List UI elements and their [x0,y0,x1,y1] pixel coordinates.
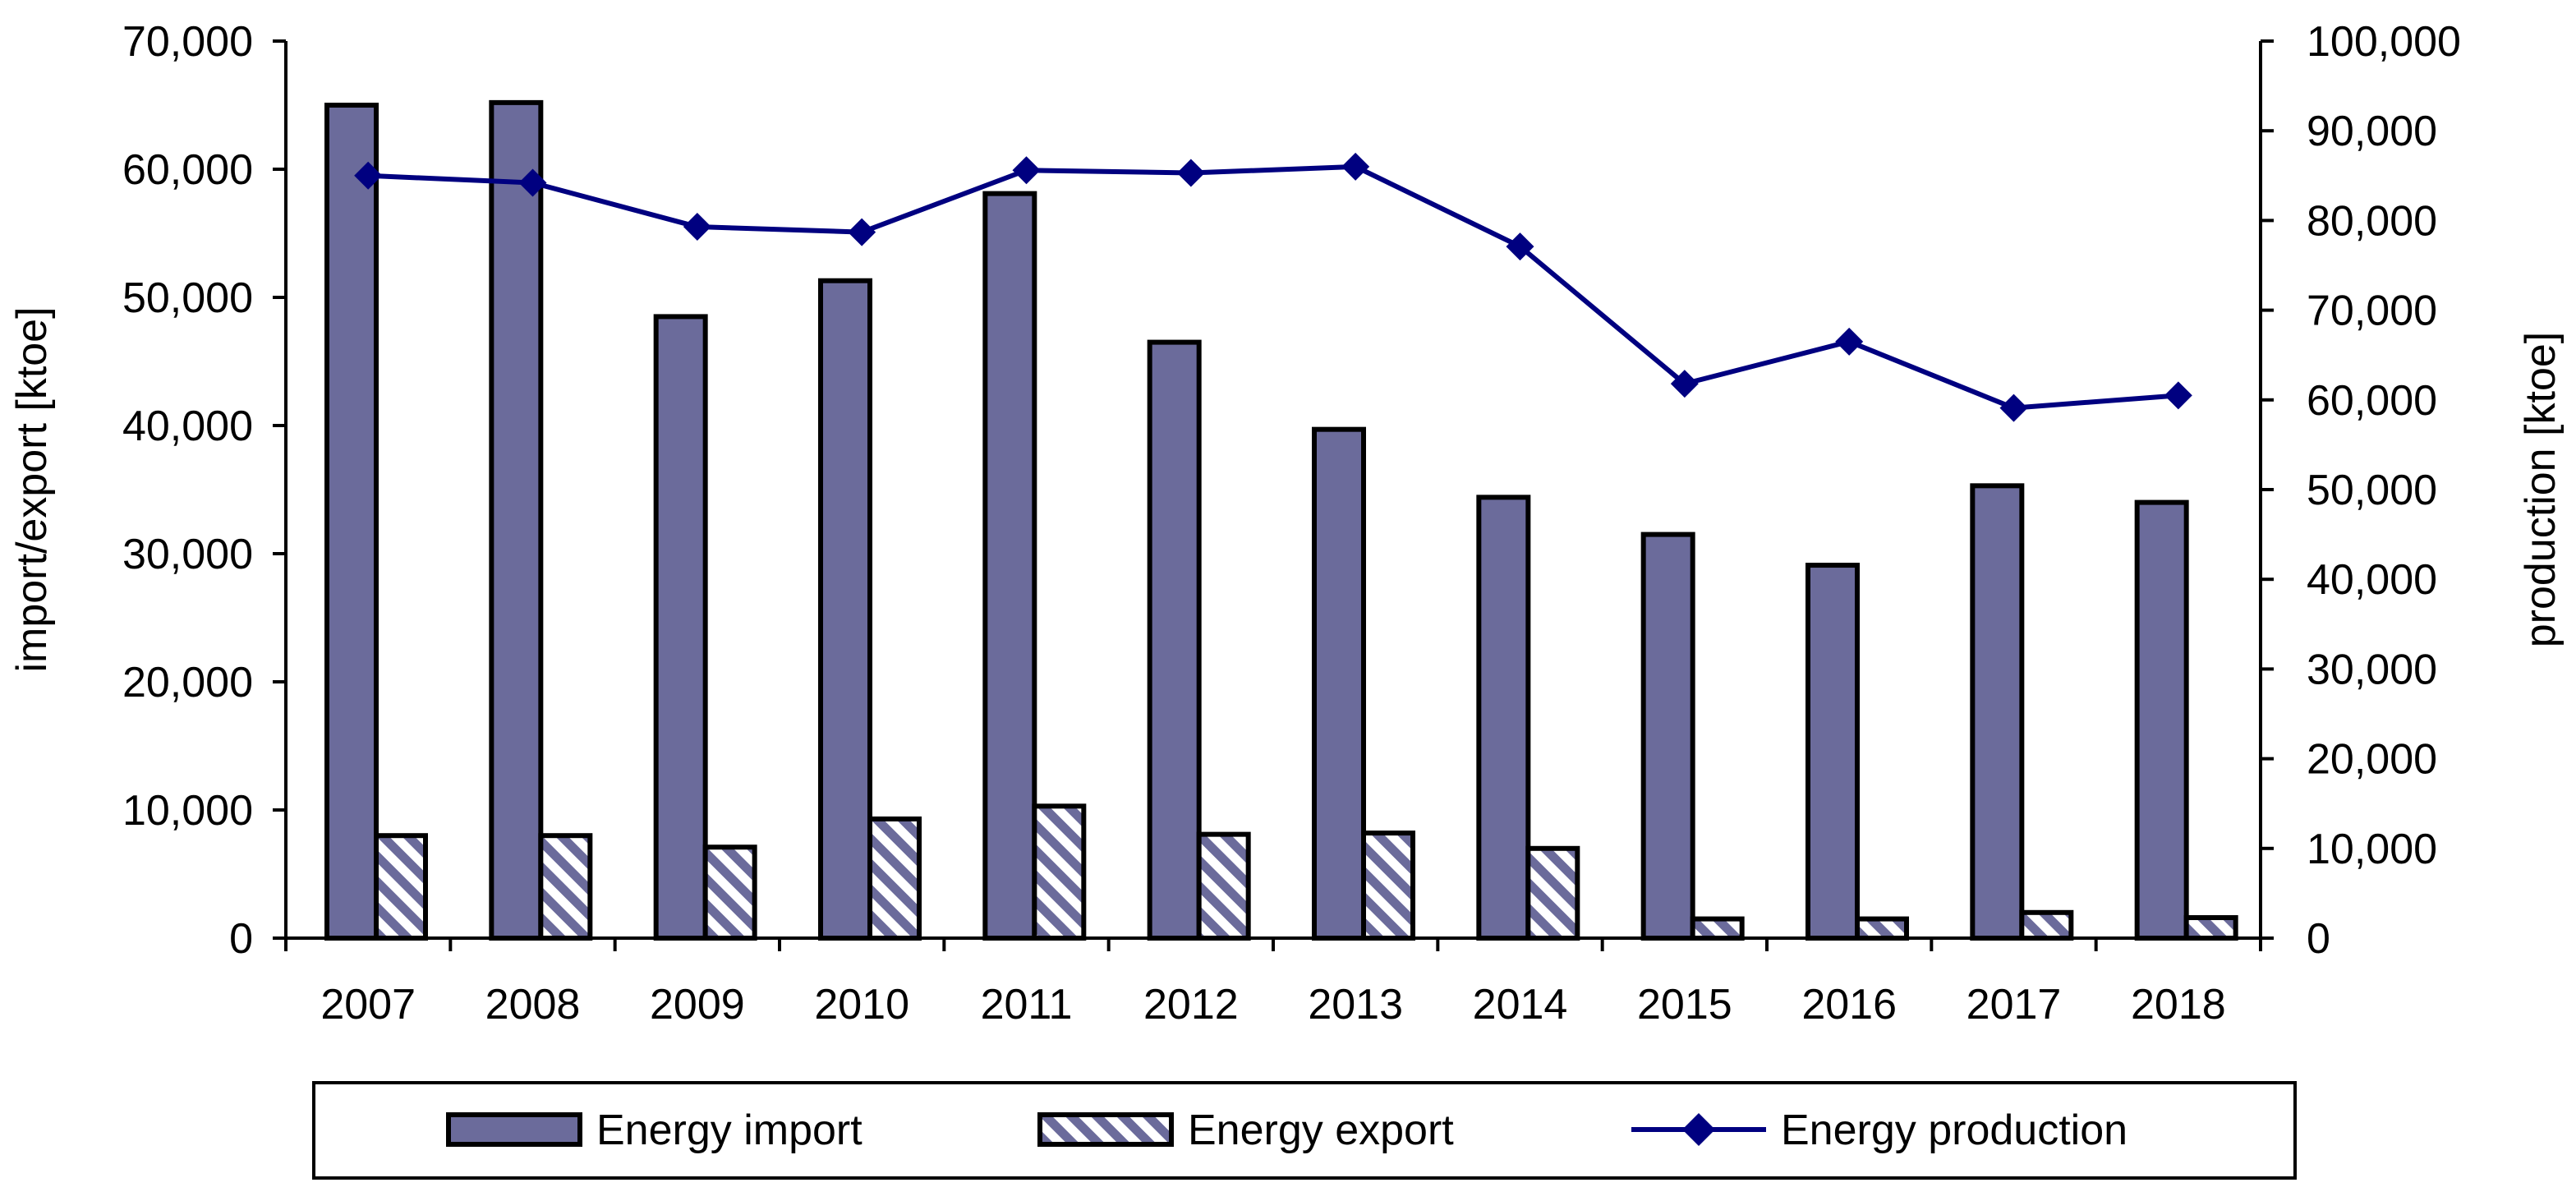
production-marker-2011 [1012,156,1041,185]
bar-export-2010 [867,816,922,941]
x-tick-label: 2007 [320,981,416,1028]
bar-import-2008 [489,99,544,941]
x-tick-label: 2008 [485,981,581,1028]
legend-label-import: Energy import [596,1107,862,1154]
bar-export-2008 [538,833,593,941]
x-tick-label: 2014 [1473,981,1568,1028]
x-tick-label: 2016 [1801,981,1897,1028]
legend: Energy import Energy export Energy produ… [312,1081,2297,1180]
right-tick-label: 70,000 [2307,288,2437,335]
x-tick-label: 2017 [1966,981,2062,1028]
production-line [368,163,2179,411]
bar-export-2011 [1032,803,1087,941]
bar-import-2013 [1312,426,1366,941]
right-tick-label: 50,000 [2307,467,2437,514]
x-tick-label: 2012 [1143,981,1239,1028]
right-tick-label: 30,000 [2307,646,2437,693]
left-tick-label: 50,000 [122,274,253,322]
bar-export-2014 [1525,845,1580,941]
bar-import-2007 [324,103,379,941]
bar-export-2017 [2019,909,2074,941]
legend-swatch-export [1037,1112,1174,1147]
right-tick-label: 20,000 [2307,736,2437,784]
bar-import-2015 [1640,531,1695,941]
left-tick-label: 10,000 [122,787,253,835]
production-marker-2012 [1176,159,1205,187]
legend-label-export: Energy export [1188,1107,1454,1154]
right-tick-label: 80,000 [2307,197,2437,245]
right-tick-label: 100,000 [2307,18,2461,66]
bar-import-2010 [818,278,872,941]
bar-import-2012 [1147,339,1202,941]
x-tick-label: 2015 [1637,981,1732,1028]
x-tick-label: 2018 [2131,981,2226,1028]
left-tick-label: 40,000 [122,403,253,450]
right-tick-label: 0 [2307,915,2330,963]
bar-import-2017 [1970,483,2025,941]
production-marker-2014 [1506,232,1534,261]
production-marker-2009 [683,213,711,242]
bar-import-2018 [2134,499,2189,941]
left-y-axis: 0 10,000 20,000 30,000 40,000 50,000 60,000 70,… [122,18,288,963]
x-tick-label: 2009 [650,981,745,1028]
x-tick-label: 2011 [981,981,1073,1028]
bar-import-2016 [1806,563,1860,941]
bar-export-2013 [1361,831,1415,941]
legend-marker-production [1682,1113,1715,1146]
bar-export-2015 [1690,916,1745,941]
bar-export-2007 [374,833,428,941]
legend-frame [312,1081,2297,1180]
bar-export-2018 [2183,915,2238,941]
bar-import-2009 [653,314,708,941]
x-tick-label: 2010 [814,981,909,1028]
right-tick-label: 90,000 [2307,108,2437,155]
x-tick-label: 2013 [1308,981,1403,1028]
bar-export-2009 [702,844,757,941]
bar-export-2012 [1196,831,1251,941]
right-axis-title: production [ktoe] [2517,332,2564,647]
bar-import-2014 [1476,495,1531,941]
bar-import-2011 [982,191,1037,941]
left-axis-title: import/export [ktoe] [8,306,56,672]
production-marker-2015 [1670,370,1699,398]
left-tick-label: 60,000 [122,146,253,194]
left-tick-label: 20,000 [122,659,253,706]
x-axis: 2007 2008 2009 2010 2011 2012 2013 2014 2015 2016… [284,936,2262,1028]
legend-swatch-import [446,1112,582,1147]
left-tick-label: 30,000 [122,531,253,578]
production-marker-2013 [1341,152,1370,181]
left-tick-label: 70,000 [122,18,253,66]
right-tick-label: 60,000 [2307,377,2437,425]
bar-export-2016 [1855,916,1909,941]
production-marker-2017 [1999,393,2028,422]
right-tick-label: 40,000 [2307,556,2437,604]
right-tick-label: 10,000 [2307,826,2437,873]
production-marker-2018 [2164,381,2192,410]
production-marker-2016 [1835,327,1864,356]
right-y-axis: 0 10,000 20,000 30,000 40,000 50,000 60,000 70,… [2259,18,2461,963]
left-tick-label: 0 [229,915,253,963]
plot-area [324,99,2238,941]
production-marker-2007 [354,161,383,190]
legend-label-production: Energy production [1781,1107,2128,1154]
production-marker-2010 [848,218,876,246]
production-marker-2008 [518,168,547,197]
